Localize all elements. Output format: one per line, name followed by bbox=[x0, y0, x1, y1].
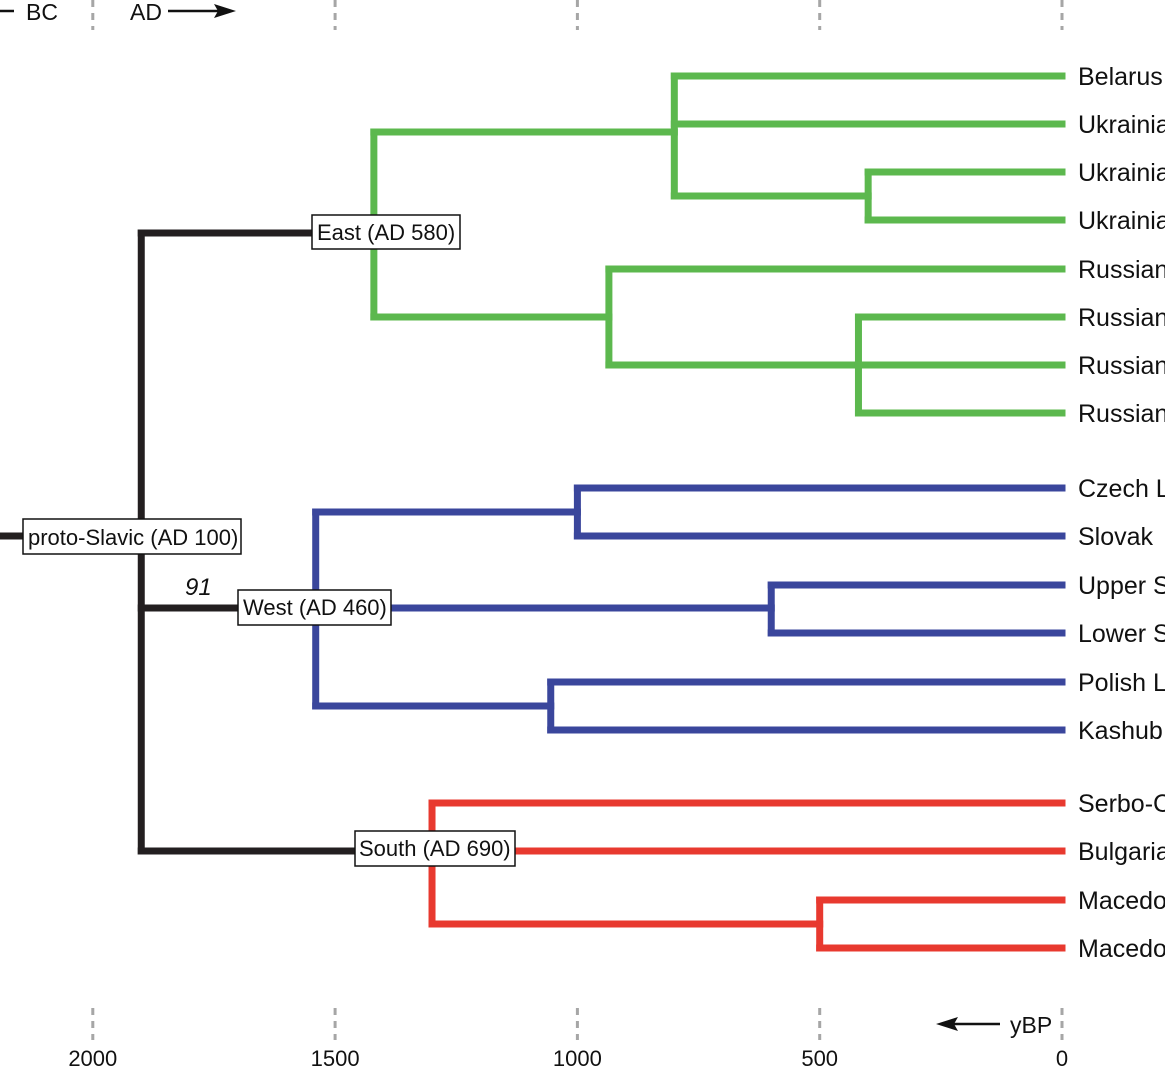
node-south: South (AD 690) bbox=[354, 830, 516, 867]
axis-tick-label: 500 bbox=[801, 1046, 838, 1071]
axis-tick-marks bbox=[91, 0, 1064, 1040]
leaf-label: Upper S bbox=[1078, 572, 1165, 600]
node-label-west: West (AD 460) bbox=[243, 595, 387, 620]
support-value: 91 bbox=[185, 574, 212, 601]
ybp-arrowhead-icon bbox=[936, 1017, 958, 1031]
node-west: West (AD 460) bbox=[237, 589, 392, 626]
leaf-label: Macedo bbox=[1078, 935, 1165, 963]
leaf-labels: Belarus Ukrainia Ukrainia Ukrainia Russian Ru… bbox=[1078, 63, 1165, 963]
node-box-root bbox=[22, 518, 242, 555]
node-root: proto-Slavic (AD 100) bbox=[22, 518, 242, 555]
leaf-label: Russian bbox=[1078, 256, 1165, 284]
leaf-label: Slovak bbox=[1078, 523, 1154, 551]
node-label-root: proto-Slavic (AD 100) bbox=[28, 525, 238, 550]
ad-label: AD bbox=[130, 0, 162, 25]
leaf-label: Czech L bbox=[1078, 475, 1165, 503]
time-axis: yBP 2000 1500 1000 500 0 bbox=[68, 1012, 1068, 1071]
leaf-label: Macedo bbox=[1078, 887, 1165, 915]
leaf-label: Belarus bbox=[1078, 63, 1163, 91]
leaf-label: Kashub bbox=[1078, 717, 1163, 745]
leaf-label: Russian bbox=[1078, 400, 1165, 428]
node-label-east: East (AD 580) bbox=[317, 220, 455, 245]
leaf-label: Russian bbox=[1078, 304, 1165, 332]
axis-tick-label: 1500 bbox=[311, 1046, 360, 1071]
leaf-label: Ukrainia bbox=[1078, 159, 1165, 187]
leaf-label: Serbo-C bbox=[1078, 790, 1165, 818]
node-box-south bbox=[354, 830, 516, 867]
axis-tick-label: 0 bbox=[1056, 1046, 1068, 1071]
leaf-label: Ukrainia bbox=[1078, 111, 1165, 139]
axis-tick-label: 1000 bbox=[553, 1046, 602, 1071]
leaf-label: Lower S bbox=[1078, 620, 1165, 648]
axis-tick-label: 2000 bbox=[68, 1046, 117, 1071]
ad-arrowhead-icon bbox=[214, 4, 236, 18]
leaf-label: Ukrainia bbox=[1078, 207, 1165, 235]
era-header: BC AD bbox=[0, 0, 236, 25]
axis-unit-label: yBP bbox=[1010, 1012, 1052, 1038]
leaf-label: Russian bbox=[1078, 352, 1165, 380]
node-box-west bbox=[237, 589, 392, 626]
bc-label: BC bbox=[26, 0, 58, 25]
leaf-label: Bulgaria bbox=[1078, 838, 1165, 866]
node-label-south: South (AD 690) bbox=[359, 836, 511, 861]
node-box-east bbox=[311, 214, 461, 250]
leaf-label: Polish L bbox=[1078, 669, 1165, 697]
tree-branches bbox=[0, 72, 1066, 952]
node-east: East (AD 580) bbox=[311, 214, 461, 250]
